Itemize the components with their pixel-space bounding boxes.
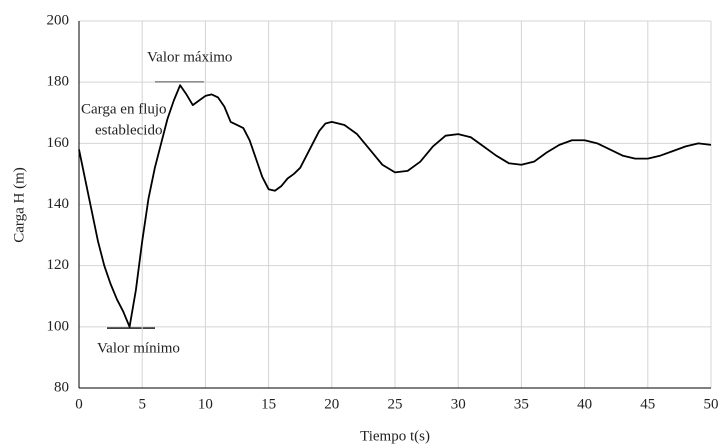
y-tick-label: 200 — [47, 12, 70, 28]
x-tick-label: 50 — [704, 396, 719, 412]
x-tick-label: 25 — [388, 396, 403, 412]
y-tick-label: 80 — [54, 379, 69, 395]
annotation: Valor máximo — [147, 49, 232, 65]
annotation: Valor mínimo — [97, 340, 180, 356]
y-tick-label: 180 — [47, 74, 70, 90]
y-tick-label: 160 — [47, 135, 70, 151]
x-axis-label: Tiempo t(s) — [360, 428, 430, 444]
data-line — [78, 84, 712, 328]
x-tick-label: 35 — [514, 396, 529, 412]
x-tick-label: 40 — [577, 396, 592, 412]
annotation: establecido — [95, 122, 162, 138]
x-tick-label: 5 — [138, 396, 146, 412]
x-tick-label: 10 — [198, 396, 213, 412]
y-tick-label: 120 — [47, 257, 70, 273]
y-tick-label: 100 — [47, 318, 70, 334]
y-tick-label: 140 — [47, 196, 70, 212]
x-tick-label: 45 — [640, 396, 655, 412]
x-tick-label: 15 — [261, 396, 276, 412]
y-axis-label: Carga H (m) — [11, 167, 27, 243]
x-tick-label: 30 — [451, 396, 466, 412]
annotation: Carga en flujo — [81, 101, 167, 117]
x-tick-label: 20 — [324, 396, 339, 412]
x-tick-label: 0 — [75, 396, 83, 412]
